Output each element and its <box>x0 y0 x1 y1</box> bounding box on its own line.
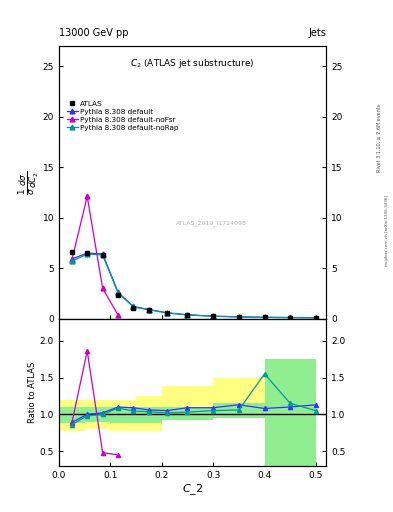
Pythia 8.308 default <box>314 315 318 321</box>
Pythia 8.308 default-noRap <box>70 258 74 264</box>
ATLAS <box>100 252 105 258</box>
Pythia 8.308 default <box>211 313 215 319</box>
Line: Pythia 8.308 default-noRap: Pythia 8.308 default-noRap <box>70 251 318 320</box>
Pythia 8.308 default-noRap <box>314 315 318 321</box>
ATLAS <box>165 310 169 316</box>
Line: ATLAS: ATLAS <box>70 249 318 320</box>
Legend: ATLAS, Pythia 8.308 default, Pythia 8.308 default-noFsr, Pythia 8.308 default-no: ATLAS, Pythia 8.308 default, Pythia 8.30… <box>65 99 180 133</box>
Pythia 8.308 default <box>131 304 136 310</box>
ATLAS <box>85 250 90 256</box>
Pythia 8.308 default-noRap <box>185 312 190 318</box>
Pythia 8.308 default-noRap <box>165 310 169 316</box>
Text: mcplots.cern.ch [arXiv:1306.3436]: mcplots.cern.ch [arXiv:1306.3436] <box>385 195 389 266</box>
Y-axis label: $\frac{1}{\sigma}\frac{d\sigma}{dC_2}$: $\frac{1}{\sigma}\frac{d\sigma}{dC_2}$ <box>18 170 41 195</box>
Pythia 8.308 default <box>185 312 190 318</box>
ATLAS <box>131 305 136 311</box>
ATLAS <box>70 249 74 255</box>
Pythia 8.308 default-noRap <box>147 307 151 313</box>
ATLAS <box>185 312 190 318</box>
Pythia 8.308 default <box>262 314 267 321</box>
Text: ATLAS_2019_I1724098: ATLAS_2019_I1724098 <box>176 220 247 226</box>
ATLAS <box>237 314 241 320</box>
ATLAS <box>288 314 292 321</box>
ATLAS <box>262 314 267 321</box>
Pythia 8.308 default <box>85 250 90 256</box>
Pythia 8.308 default-noRap <box>116 290 120 296</box>
Pythia 8.308 default-noFsr <box>100 285 105 291</box>
Y-axis label: Ratio to ATLAS: Ratio to ATLAS <box>28 361 37 423</box>
Pythia 8.308 default <box>147 307 151 313</box>
Pythia 8.308 default <box>165 310 169 316</box>
Pythia 8.308 default-noRap <box>237 314 241 320</box>
Text: 13000 GeV pp: 13000 GeV pp <box>59 28 129 38</box>
Pythia 8.308 default <box>100 251 105 257</box>
Pythia 8.308 default-noRap <box>211 313 215 319</box>
Pythia 8.308 default <box>288 314 292 321</box>
ATLAS <box>116 292 120 298</box>
Line: Pythia 8.308 default: Pythia 8.308 default <box>70 250 318 320</box>
Text: Rivet 3.1.10, ≥ 2.6M events: Rivet 3.1.10, ≥ 2.6M events <box>377 104 382 173</box>
Pythia 8.308 default-noRap <box>131 304 136 310</box>
Pythia 8.308 default-noRap <box>85 251 90 257</box>
Pythia 8.308 default <box>116 289 120 295</box>
Pythia 8.308 default-noRap <box>100 252 105 258</box>
Pythia 8.308 default <box>70 256 74 262</box>
Pythia 8.308 default-noFsr <box>85 194 90 200</box>
Text: Jets: Jets <box>309 28 326 38</box>
Pythia 8.308 default-noFsr <box>116 312 120 318</box>
Pythia 8.308 default-noFsr <box>70 257 74 263</box>
Line: Pythia 8.308 default-noFsr: Pythia 8.308 default-noFsr <box>70 194 121 317</box>
Pythia 8.308 default <box>237 314 241 320</box>
X-axis label: $C\_2$: $C\_2$ <box>182 482 203 497</box>
Text: $C_2$ (ATLAS jet substructure): $C_2$ (ATLAS jet substructure) <box>130 57 255 70</box>
ATLAS <box>314 315 318 321</box>
Pythia 8.308 default-noRap <box>288 314 292 321</box>
Pythia 8.308 default-noRap <box>262 314 267 321</box>
ATLAS <box>147 307 151 313</box>
ATLAS <box>211 313 215 319</box>
